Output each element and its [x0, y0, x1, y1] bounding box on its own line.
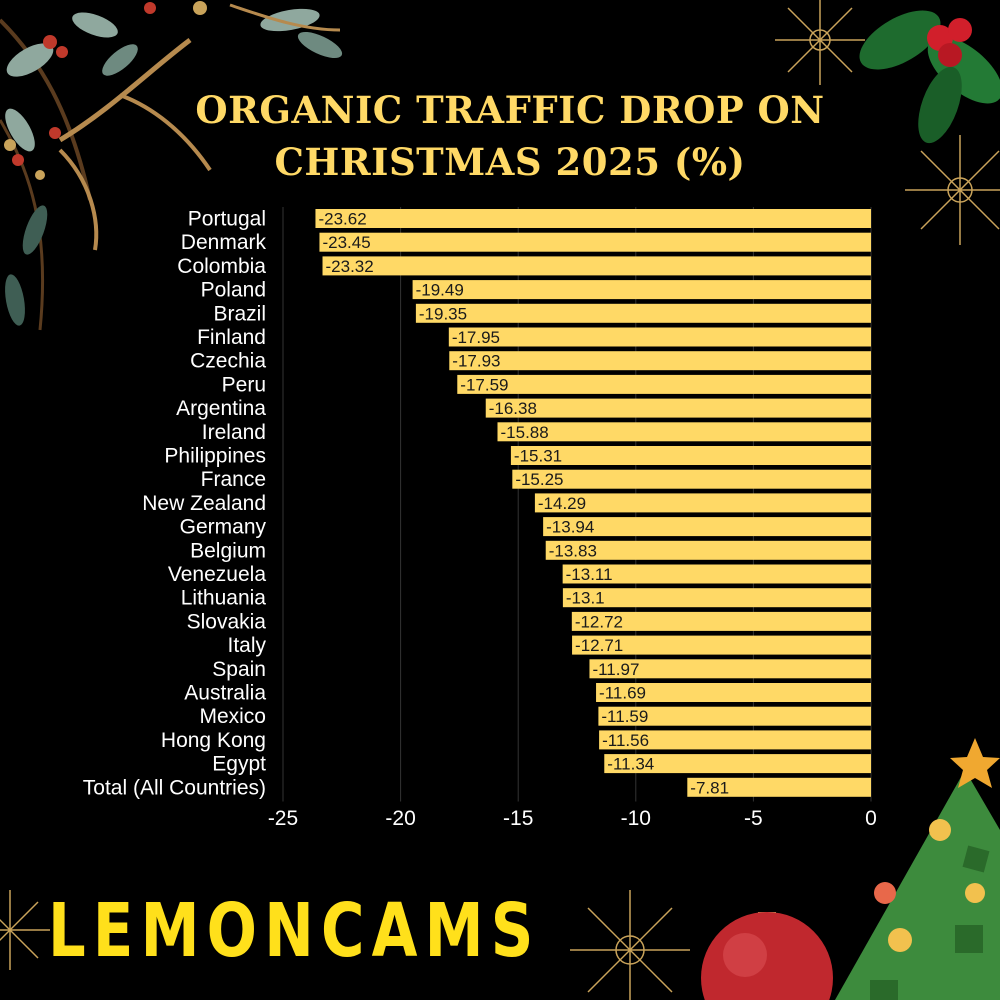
data-label: -12.72 — [575, 612, 623, 631]
bar — [315, 209, 871, 228]
chart-title-line-1: ORGANIC TRAFFIC DROP ON — [195, 88, 825, 132]
christmas-tree-icon — [835, 738, 1000, 1000]
category-label: Belgium — [190, 539, 266, 562]
bar — [457, 374, 871, 394]
bar — [572, 635, 871, 655]
data-label: -13.83 — [549, 541, 597, 560]
data-label: -17.95 — [452, 328, 500, 347]
category-label: Poland — [201, 279, 266, 302]
category-label: Italy — [227, 634, 266, 657]
chart-title-line-2: CHRISTMAS 2025 (%) — [274, 140, 746, 184]
category-label: Lithuania — [181, 587, 267, 610]
bar — [598, 706, 871, 726]
category-label: Finland — [197, 326, 266, 349]
bar — [543, 517, 871, 537]
category-label: Total (All Countries) — [83, 776, 266, 799]
category-label: Peru — [222, 373, 266, 396]
data-label: -19.49 — [416, 281, 464, 300]
data-label: -19.35 — [419, 304, 467, 323]
category-label: Czechia — [190, 350, 266, 373]
bar — [319, 232, 871, 252]
category-label: Argentina — [176, 397, 266, 420]
x-tick-label: 0 — [865, 807, 877, 830]
bar — [545, 540, 871, 560]
bar — [412, 280, 871, 300]
brand-logo: LEMONCAMS — [48, 888, 541, 974]
data-label: -12.71 — [575, 636, 623, 655]
category-label: Mexico — [199, 705, 266, 728]
category-label: Egypt — [212, 753, 266, 776]
data-label: -13.11 — [566, 565, 613, 584]
x-tick-label: -5 — [744, 807, 763, 830]
category-label: Philippines — [164, 445, 266, 468]
category-label: Colombia — [177, 255, 266, 278]
bar — [604, 754, 871, 774]
bar — [510, 446, 871, 465]
category-label: Slovakia — [187, 610, 267, 633]
data-label: -13.94 — [546, 518, 594, 537]
bar — [449, 351, 871, 371]
data-label: -23.32 — [326, 257, 374, 276]
bar — [687, 777, 871, 797]
x-tick-label: -10 — [621, 807, 651, 830]
data-label: -23.45 — [322, 233, 370, 252]
bar — [599, 730, 871, 750]
x-tick-label: -20 — [385, 807, 415, 830]
data-label: -16.38 — [489, 399, 537, 418]
category-label: Portugal — [188, 208, 266, 231]
category-label: Germany — [180, 516, 267, 539]
data-label: -7.81 — [690, 778, 729, 797]
category-label: Australia — [184, 682, 266, 705]
bar — [589, 659, 871, 679]
category-label: Hong Kong — [161, 729, 266, 752]
data-label: -15.88 — [501, 423, 549, 442]
holly-icon — [859, 10, 1000, 144]
data-label: -15.31 — [514, 447, 562, 466]
x-tick-label: -25 — [268, 807, 298, 830]
data-label: -13.1 — [566, 589, 605, 608]
data-label: -15.25 — [515, 470, 563, 489]
category-label: Spain — [212, 658, 266, 681]
category-label: Venezuela — [168, 563, 266, 586]
bar — [562, 588, 871, 608]
bar — [415, 303, 871, 323]
data-label: -17.93 — [452, 352, 500, 371]
category-label: Brazil — [213, 302, 266, 325]
x-tick-label: -15 — [503, 807, 533, 830]
bar — [571, 611, 871, 631]
bar — [512, 469, 871, 489]
bar — [596, 683, 871, 702]
data-label: -11.59 — [601, 707, 648, 726]
bar — [562, 564, 871, 584]
ornament-icon — [701, 912, 833, 1000]
bar — [534, 493, 871, 513]
data-label: -14.29 — [538, 494, 586, 513]
data-label: -11.56 — [602, 731, 649, 750]
bar — [497, 422, 871, 442]
bar — [448, 327, 871, 347]
category-label: Ireland — [202, 421, 266, 444]
category-label: New Zealand — [142, 492, 266, 515]
category-label: France — [201, 468, 266, 491]
bar — [485, 398, 871, 418]
bar — [322, 256, 871, 276]
pine-branch-top-left-icon — [0, 1, 343, 331]
category-label: Denmark — [181, 231, 267, 254]
data-label: -11.34 — [607, 755, 654, 774]
data-label: -23.62 — [318, 210, 366, 229]
data-label: -11.69 — [599, 684, 646, 703]
data-label: -11.97 — [592, 660, 639, 679]
data-label: -17.59 — [460, 375, 508, 394]
